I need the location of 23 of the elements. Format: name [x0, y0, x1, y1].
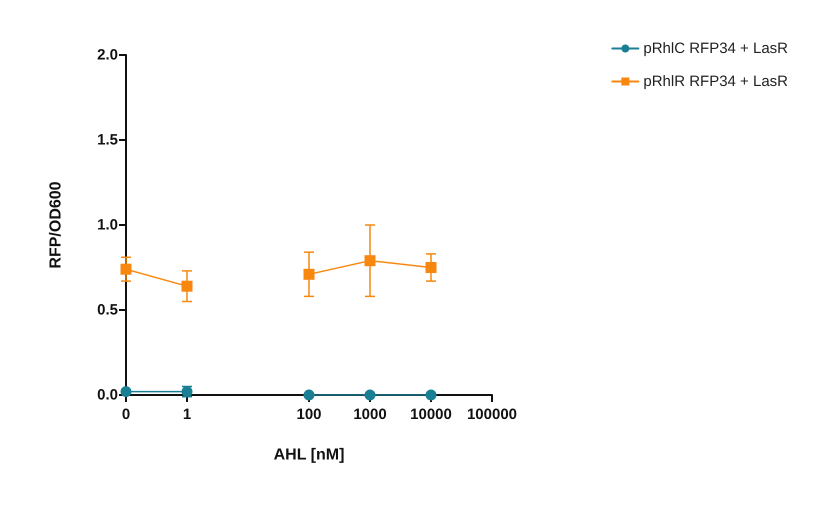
y-tick-label: 0.5	[97, 302, 118, 318]
point	[304, 390, 314, 400]
x-tick-label: 1000	[353, 406, 387, 423]
point	[426, 390, 436, 400]
point	[304, 268, 314, 280]
x-tick-label: 100	[296, 406, 322, 423]
x-tick-label: 1	[182, 406, 192, 423]
y-tick-label: 0.0	[97, 386, 118, 404]
x-tick-label: 10000	[410, 406, 452, 423]
point	[120, 264, 132, 275]
legend-label: pRhlC RFP34 + LasR	[643, 40, 788, 57]
y-axis-title: RFP/OD600	[48, 181, 64, 269]
point	[426, 262, 436, 273]
point	[182, 280, 192, 292]
y-tick-label: 1.5	[97, 132, 118, 148]
point	[364, 390, 376, 400]
y-tick-label: 2.0	[97, 46, 118, 64]
point	[364, 255, 376, 266]
legend-label: pRhlR RFP34 + LasR	[643, 73, 788, 90]
y-tick-label: 1.0	[97, 216, 118, 234]
x-axis-title: AHL [nM]	[274, 446, 344, 464]
x-tick-label: 100000	[466, 406, 518, 423]
x-tick-label: 0	[122, 406, 130, 423]
